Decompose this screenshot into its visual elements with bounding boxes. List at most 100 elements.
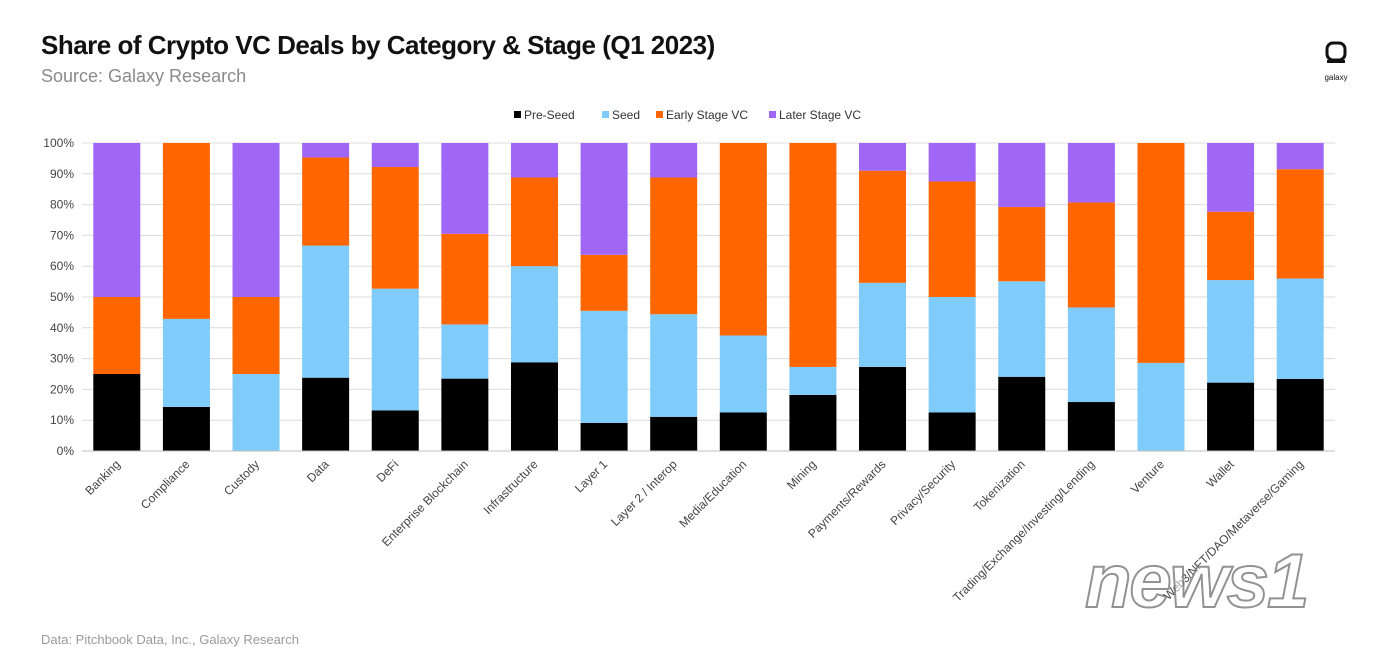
bar-segment-pre-seed — [441, 378, 489, 451]
x-tick-label: Banking — [82, 457, 123, 498]
bar-segment-later-stage-vc — [302, 143, 350, 158]
x-tick-label: Web3/NFT/DAO/Metaverse/Gaming — [1161, 457, 1307, 603]
bar-segment-later-stage-vc — [510, 143, 558, 178]
bar-segment-early-stage-vc — [302, 157, 350, 246]
bar-segment-early-stage-vc — [1137, 143, 1185, 363]
bar-segment-early-stage-vc — [580, 254, 628, 311]
galaxy-logo-text: galaxy — [1324, 73, 1348, 82]
bar-segment-early-stage-vc — [441, 233, 489, 325]
bar-segment-later-stage-vc — [1276, 143, 1324, 170]
x-tick-label: Media/Education — [676, 457, 749, 530]
legend-label: Seed — [612, 108, 640, 122]
bar-segment-seed — [789, 366, 837, 395]
bar-segment-pre-seed — [789, 394, 837, 451]
y-tick-label: 90% — [50, 167, 74, 181]
bar-segment-later-stage-vc — [232, 143, 280, 297]
bar-segment-early-stage-vc — [162, 143, 210, 319]
x-tick-label: Venture — [1128, 457, 1167, 496]
legend-label: Pre-Seed — [524, 108, 575, 122]
y-tick-label: 10% — [50, 413, 74, 427]
bar-segment-early-stage-vc — [510, 177, 558, 267]
bar-segment-early-stage-vc — [998, 207, 1046, 282]
y-tick-label: 60% — [50, 259, 74, 273]
bar-segment-seed — [859, 282, 907, 367]
bar-segment-pre-seed — [859, 366, 907, 451]
bar-segment-seed — [928, 297, 976, 413]
bar-segment-pre-seed — [998, 376, 1046, 451]
bar-segment-pre-seed — [510, 362, 558, 451]
x-tick-label: Layer 1 — [572, 457, 610, 495]
bar-segment-seed — [1067, 307, 1115, 403]
y-tick-label: 70% — [50, 228, 74, 242]
bar-segment-seed — [1207, 280, 1255, 383]
bar-segment-seed — [580, 310, 628, 423]
bar-segment-early-stage-vc — [1276, 169, 1324, 279]
bar-segment-early-stage-vc — [371, 167, 419, 289]
bar-segment-early-stage-vc — [928, 181, 976, 297]
bar-segment-seed — [371, 288, 419, 411]
y-tick-label: 80% — [50, 198, 74, 212]
bar-segment-seed — [302, 245, 350, 378]
x-tick-label: Tokenization — [971, 457, 1028, 514]
x-tick-label: Privacy/Security — [888, 457, 959, 528]
x-tick-label: Layer 2 / Interop — [608, 457, 680, 529]
legend-swatch — [602, 111, 609, 118]
bar-segment-pre-seed — [93, 374, 141, 451]
y-tick-label: 0% — [57, 444, 75, 458]
bar-segment-pre-seed — [650, 416, 698, 451]
bar-segment-pre-seed — [928, 412, 976, 451]
bar-segment-early-stage-vc — [650, 177, 698, 315]
bar-segment-seed — [441, 324, 489, 379]
y-tick-label: 40% — [50, 321, 74, 335]
bar-segment-early-stage-vc — [789, 143, 837, 367]
bar-segment-later-stage-vc — [93, 143, 141, 297]
bar-segment-early-stage-vc — [1067, 202, 1115, 308]
x-tick-label: Compliance — [138, 457, 193, 512]
bar-segment-later-stage-vc — [441, 143, 489, 234]
y-tick-label: 20% — [50, 382, 74, 396]
x-tick-label: Mining — [784, 457, 819, 492]
bar-segment-later-stage-vc — [371, 143, 419, 168]
legend-swatch — [514, 111, 521, 118]
chart-subtitle: Source: Galaxy Research — [41, 66, 247, 86]
x-tick-label: Wallet — [1204, 457, 1238, 491]
bar-segment-seed — [162, 318, 210, 407]
bar-segment-seed — [1137, 362, 1185, 451]
galaxy-logo-icon — [1325, 41, 1347, 63]
y-tick-label: 50% — [50, 290, 74, 304]
legend-label: Later Stage VC — [779, 108, 861, 122]
bar-segment-later-stage-vc — [998, 143, 1046, 208]
bar-segment-pre-seed — [1067, 402, 1115, 451]
data-source-footnote: Data: Pitchbook Data, Inc., Galaxy Resea… — [41, 632, 299, 647]
bar-segment-seed — [650, 314, 698, 417]
bar-segment-later-stage-vc — [1067, 143, 1115, 203]
legend-swatch — [656, 111, 663, 118]
x-tick-label: Data — [304, 457, 332, 485]
bar-segment-pre-seed — [1207, 382, 1255, 451]
bar-segment-early-stage-vc — [719, 143, 767, 336]
galaxy-logo: galaxy — [1316, 40, 1356, 82]
bar-segment-later-stage-vc — [928, 143, 976, 182]
legend-label: Early Stage VC — [666, 108, 748, 122]
bar-segment-seed — [1276, 278, 1324, 379]
bar-segment-pre-seed — [371, 410, 419, 451]
bar-segment-pre-seed — [162, 406, 210, 451]
y-tick-label: 30% — [50, 352, 74, 366]
x-tick-label: DeFi — [374, 457, 402, 485]
legend-swatch — [769, 111, 776, 118]
bar-segment-later-stage-vc — [580, 143, 628, 255]
bar-segment-pre-seed — [1276, 378, 1324, 451]
x-tick-label: Trading/Exchange/Investing/Lending — [950, 457, 1097, 604]
bar-segment-seed — [719, 335, 767, 413]
chart-title: Share of Crypto VC Deals by Category & S… — [41, 30, 715, 60]
bar-segment-early-stage-vc — [93, 297, 141, 374]
x-tick-label: Infrastructure — [481, 457, 541, 517]
bar-segment-pre-seed — [719, 412, 767, 451]
bar-segment-pre-seed — [580, 422, 628, 451]
bar-segment-early-stage-vc — [859, 170, 907, 283]
bar-segment-seed — [998, 281, 1046, 377]
bar-segment-later-stage-vc — [650, 143, 698, 178]
bar-segment-early-stage-vc — [232, 297, 280, 374]
y-tick-label: 100% — [43, 136, 74, 150]
